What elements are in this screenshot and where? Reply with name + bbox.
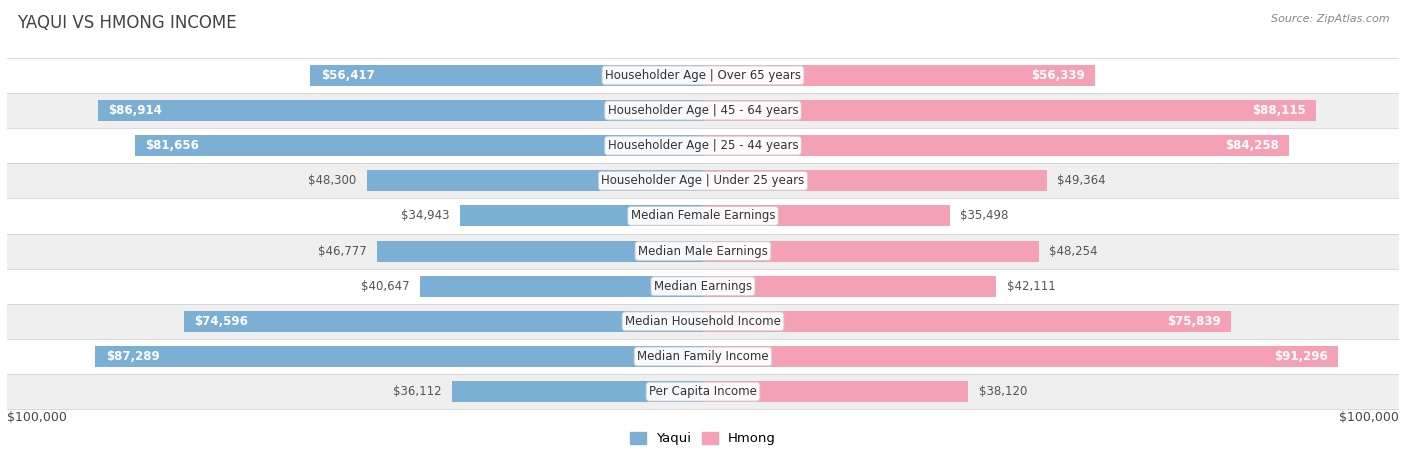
Bar: [7, 234, 1399, 269]
Bar: [703, 311, 1230, 332]
Bar: [7, 163, 1399, 198]
Bar: [703, 170, 1046, 191]
Bar: [7, 93, 1399, 128]
Text: $86,914: $86,914: [108, 104, 163, 117]
Text: $42,111: $42,111: [1007, 280, 1056, 293]
Bar: [184, 311, 703, 332]
Text: $56,339: $56,339: [1031, 69, 1084, 82]
Bar: [7, 304, 1399, 339]
Text: Median Family Income: Median Family Income: [637, 350, 769, 363]
Text: $87,289: $87,289: [105, 350, 160, 363]
Bar: [7, 269, 1399, 304]
Bar: [703, 205, 950, 226]
Bar: [703, 381, 969, 402]
Text: Source: ZipAtlas.com: Source: ZipAtlas.com: [1271, 14, 1389, 24]
Bar: [451, 381, 703, 402]
Bar: [7, 374, 1399, 409]
Text: $40,647: $40,647: [361, 280, 409, 293]
Bar: [98, 100, 703, 121]
Text: $48,254: $48,254: [1049, 245, 1098, 258]
Bar: [703, 135, 1289, 156]
Legend: Yaqui, Hmong: Yaqui, Hmong: [624, 426, 782, 451]
Text: Median Household Income: Median Household Income: [626, 315, 780, 328]
Text: Median Female Earnings: Median Female Earnings: [631, 209, 775, 222]
Text: $100,000: $100,000: [7, 411, 67, 425]
Text: $84,258: $84,258: [1225, 139, 1279, 152]
Text: $46,777: $46,777: [318, 245, 367, 258]
Text: $75,839: $75,839: [1167, 315, 1220, 328]
Bar: [460, 205, 703, 226]
Bar: [311, 65, 703, 86]
Text: $34,943: $34,943: [401, 209, 450, 222]
Bar: [703, 241, 1039, 262]
Text: $81,656: $81,656: [145, 139, 200, 152]
Text: $91,296: $91,296: [1274, 350, 1327, 363]
Text: $38,120: $38,120: [979, 385, 1028, 398]
Text: Householder Age | Over 65 years: Householder Age | Over 65 years: [605, 69, 801, 82]
Text: Householder Age | Under 25 years: Householder Age | Under 25 years: [602, 174, 804, 187]
Text: $74,596: $74,596: [194, 315, 247, 328]
Bar: [367, 170, 703, 191]
Text: Householder Age | 25 - 44 years: Householder Age | 25 - 44 years: [607, 139, 799, 152]
Text: Householder Age | 45 - 64 years: Householder Age | 45 - 64 years: [607, 104, 799, 117]
Bar: [420, 276, 703, 297]
Text: $48,300: $48,300: [308, 174, 356, 187]
Bar: [703, 346, 1339, 367]
Bar: [703, 100, 1316, 121]
Bar: [7, 339, 1399, 374]
Text: $100,000: $100,000: [1339, 411, 1399, 425]
Text: $88,115: $88,115: [1253, 104, 1306, 117]
Text: Median Male Earnings: Median Male Earnings: [638, 245, 768, 258]
Bar: [7, 58, 1399, 93]
Bar: [7, 128, 1399, 163]
Bar: [7, 198, 1399, 234]
Text: Per Capita Income: Per Capita Income: [650, 385, 756, 398]
Text: Median Earnings: Median Earnings: [654, 280, 752, 293]
Text: $49,364: $49,364: [1057, 174, 1105, 187]
Text: $35,498: $35,498: [960, 209, 1010, 222]
Bar: [96, 346, 703, 367]
Bar: [703, 276, 995, 297]
Text: $36,112: $36,112: [392, 385, 441, 398]
Text: YAQUI VS HMONG INCOME: YAQUI VS HMONG INCOME: [17, 14, 236, 32]
Bar: [703, 65, 1095, 86]
Bar: [377, 241, 703, 262]
Text: $56,417: $56,417: [321, 69, 374, 82]
Bar: [135, 135, 703, 156]
